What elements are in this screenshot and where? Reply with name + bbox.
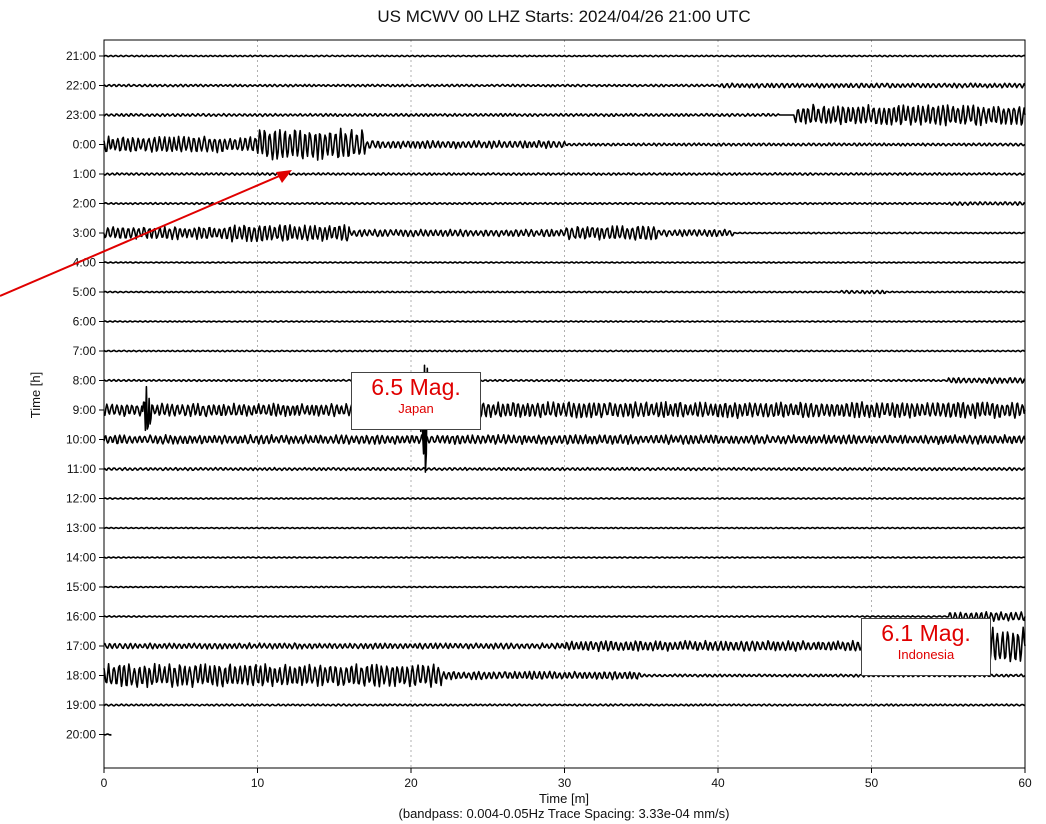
y-tick-label: 12:00 <box>66 492 96 506</box>
x-tick-label: 40 <box>711 776 725 790</box>
y-tick-label: 1:00 <box>73 167 97 181</box>
trace-line <box>103 224 1026 243</box>
y-tick-label: 16:00 <box>66 610 96 624</box>
trace-line <box>103 611 1026 622</box>
trace-line <box>103 261 1026 264</box>
indonesia-magnitude: 6.1 Mag. <box>881 620 971 646</box>
y-tick-label: 17:00 <box>66 639 96 653</box>
trace-line <box>103 466 1026 472</box>
y-tick-label: 13:00 <box>66 521 96 535</box>
annotation-arrow-shaft <box>0 173 285 297</box>
y-tick-label: 2:00 <box>73 197 97 211</box>
trace-line <box>103 585 1026 589</box>
indonesia-annotation: 6.1 Mag. Indonesia <box>861 618 991 676</box>
y-tick-label: 18:00 <box>66 669 96 683</box>
y-tick-label: 9:00 <box>73 403 97 417</box>
annotation-arrow-head <box>276 170 292 183</box>
trace-line <box>103 103 1026 127</box>
trace-line <box>103 526 1026 530</box>
trace-line <box>103 54 1026 58</box>
y-tick-label: 7:00 <box>73 344 97 358</box>
trace-lines <box>103 54 1026 736</box>
japan-magnitude: 6.5 Mag. <box>371 374 461 400</box>
japan-region: Japan <box>398 401 434 416</box>
indonesia-region: Indonesia <box>897 647 955 662</box>
y-axis-label: Time [h] <box>28 372 43 418</box>
x-tick-label: 50 <box>865 776 879 790</box>
japan-annotation: 6.5 Mag. Japan <box>351 372 481 430</box>
trace-line <box>103 434 1026 445</box>
y-tick-label: 8:00 <box>73 374 97 388</box>
y-tick-label: 10:00 <box>66 433 96 447</box>
trace-line <box>103 377 1026 385</box>
x-tick-label: 20 <box>404 776 418 790</box>
trace-line <box>103 201 1026 206</box>
y-tick-label: 0:00 <box>73 138 97 152</box>
y-tick-label: 23:00 <box>66 108 96 122</box>
trace-line <box>104 364 1026 473</box>
y-tick-label: 15:00 <box>66 580 96 594</box>
trace-line <box>103 82 1026 89</box>
chart-title: US MCWV 00 LHZ Starts: 2024/04/26 21:00 … <box>377 7 750 26</box>
trace-line <box>103 497 1026 500</box>
x-tick-label: 10 <box>251 776 265 790</box>
y-tick-label: 20:00 <box>66 728 96 742</box>
x-axis-note: (bandpass: 0.004-0.05Hz Trace Spacing: 3… <box>399 806 730 821</box>
trace-line <box>103 320 1026 323</box>
y-tick-label: 6:00 <box>73 315 97 329</box>
y-tick-label: 21:00 <box>66 49 96 63</box>
trace-line <box>103 733 112 736</box>
x-tick-label: 60 <box>1018 776 1032 790</box>
x-axis-label: Time [m] <box>539 791 589 806</box>
y-tick-label: 11:00 <box>67 462 96 476</box>
x-tick-label: 30 <box>558 776 572 790</box>
trace-line <box>103 289 1026 295</box>
y-tick-label: 5:00 <box>73 285 97 299</box>
trace-line <box>103 127 1026 161</box>
trace-line <box>103 556 1026 559</box>
trace-line <box>103 703 1026 707</box>
axes: 0 10 20 30 40 50 60 21:00 22:00 23:00 0:00 1:00 2:00… <box>66 39 1032 790</box>
x-tick-label: 0 <box>101 776 108 790</box>
y-tick-label: 22:00 <box>66 79 96 93</box>
trace-line <box>103 349 1026 353</box>
trace-line <box>103 172 1026 176</box>
y-tick-label: 14:00 <box>66 551 96 565</box>
y-tick-label: 19:00 <box>66 698 96 712</box>
y-tick-label: 3:00 <box>73 226 97 240</box>
y-tick-label: 4:00 <box>73 256 97 270</box>
